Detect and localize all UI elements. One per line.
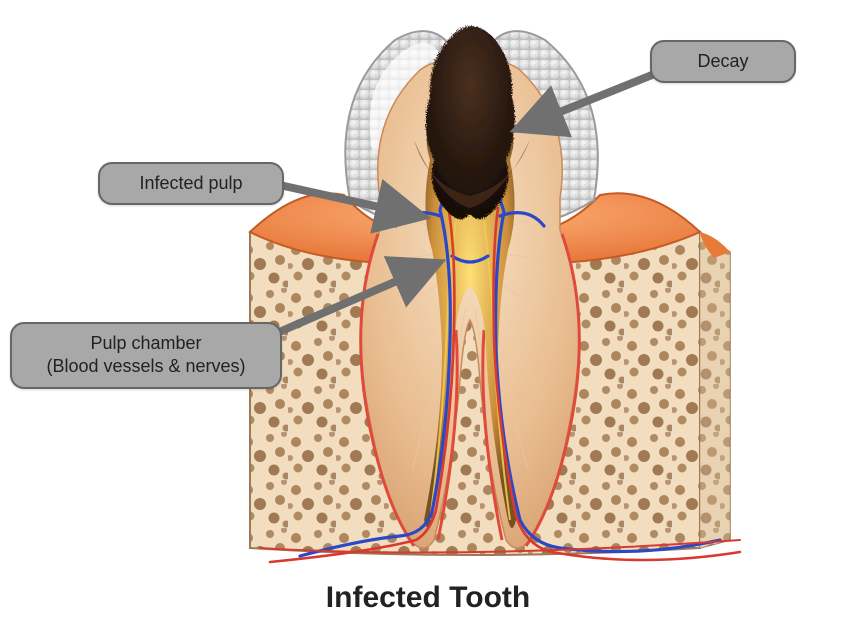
label-infected-pulp-text: Infected pulp [139,173,242,193]
caption-text: Infected Tooth [326,581,530,614]
label-infected-pulp: Infected pulp [98,162,284,205]
label-pulp-chamber-line2: (Blood vessels & nerves) [46,356,245,376]
label-pulp-chamber-line1: Pulp chamber [90,333,201,353]
tooth-cross-section [0,0,856,631]
diagram-container: Decay Infected pulp Pulp chamber (Blood … [0,0,856,631]
label-pulp-chamber: Pulp chamber (Blood vessels & nerves) [10,322,282,389]
label-decay-text: Decay [697,51,748,71]
label-decay: Decay [650,40,796,83]
diagram-caption: Infected Tooth [326,581,530,615]
